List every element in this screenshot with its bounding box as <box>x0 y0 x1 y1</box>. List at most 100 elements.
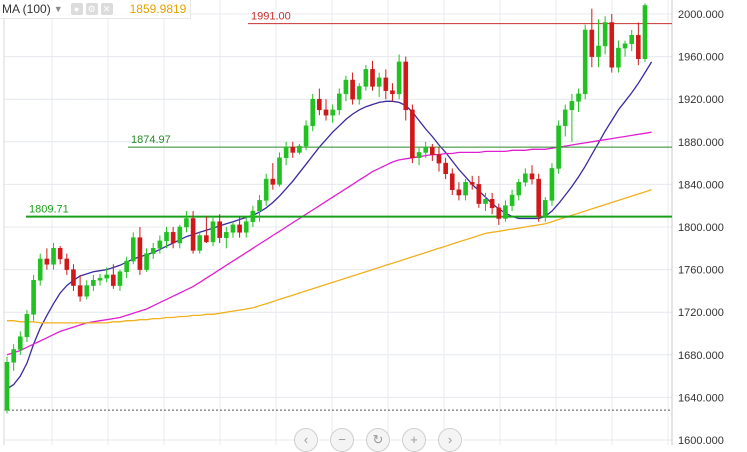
candle-body[interactable] <box>170 232 176 244</box>
eye-icon[interactable]: ● <box>70 3 83 15</box>
candle-body[interactable] <box>217 221 222 238</box>
candle-body[interactable] <box>197 235 203 251</box>
candle-body[interactable] <box>84 285 90 297</box>
candle-body[interactable] <box>17 336 23 350</box>
candle-body[interactable] <box>270 178 276 185</box>
candle-body[interactable] <box>423 146 428 153</box>
candle-body[interactable] <box>430 146 435 155</box>
candle-body[interactable] <box>57 248 63 260</box>
candle-body[interactable] <box>403 61 409 111</box>
reset-button[interactable]: ↻ <box>366 428 390 452</box>
candle-body[interactable] <box>71 269 76 286</box>
candle-body[interactable] <box>356 86 362 100</box>
candle-body[interactable] <box>297 145 302 153</box>
candle-body[interactable] <box>609 22 615 68</box>
candle-body[interactable] <box>383 77 389 91</box>
candle-body[interactable] <box>157 240 163 249</box>
candle-body[interactable] <box>104 274 109 279</box>
candle-body[interactable] <box>277 157 282 185</box>
candle-body[interactable] <box>317 98 322 111</box>
candle-body[interactable] <box>523 173 528 183</box>
candle-body[interactable] <box>111 274 116 286</box>
candle-body[interactable] <box>290 146 296 153</box>
candle-body[interactable] <box>390 90 395 95</box>
candle-body[interactable] <box>336 93 342 111</box>
candle-body[interactable] <box>263 178 269 201</box>
candle-body[interactable] <box>283 146 289 159</box>
candle-body[interactable] <box>370 69 375 87</box>
candle-body[interactable] <box>449 173 455 190</box>
candle-body[interactable] <box>536 178 541 217</box>
candle-body[interactable] <box>629 35 635 45</box>
candle-body[interactable] <box>410 109 415 159</box>
candle-body[interactable] <box>443 162 448 175</box>
candle-body[interactable] <box>483 199 488 204</box>
candle-body[interactable] <box>463 182 468 196</box>
candle-body[interactable] <box>230 224 236 233</box>
candle-body[interactable] <box>516 182 522 196</box>
zoom-out-button[interactable]: − <box>330 428 354 452</box>
scroll-right-button[interactable]: › <box>438 428 462 452</box>
candle-body[interactable] <box>509 194 515 206</box>
candle-body[interactable] <box>150 248 156 254</box>
candle-body[interactable] <box>177 226 183 244</box>
candle-body[interactable] <box>31 280 36 315</box>
candle-body[interactable] <box>257 200 262 212</box>
candle-body[interactable] <box>363 69 369 87</box>
candle-body[interactable] <box>330 109 335 116</box>
candle-body[interactable] <box>529 173 535 180</box>
candle-body[interactable] <box>582 29 588 95</box>
candle-body[interactable] <box>204 235 209 243</box>
candle-body[interactable] <box>164 232 169 242</box>
candle-body[interactable] <box>576 93 581 102</box>
candle-body[interactable] <box>210 221 216 243</box>
candle-body[interactable] <box>51 248 56 265</box>
candle-body[interactable] <box>124 260 129 272</box>
candle-body[interactable] <box>589 29 595 57</box>
zoom-in-button[interactable]: + <box>402 428 426 452</box>
candle-body[interactable] <box>496 207 502 219</box>
candle-body[interactable] <box>556 125 561 169</box>
candle-body[interactable] <box>64 258 70 270</box>
candle-body[interactable] <box>4 362 10 411</box>
candle-body[interactable] <box>416 152 422 159</box>
candle-body[interactable] <box>303 125 309 147</box>
candle-body[interactable] <box>77 285 83 297</box>
candle-body[interactable] <box>144 253 149 270</box>
candle-body[interactable] <box>622 43 628 49</box>
candle-body[interactable] <box>250 210 256 222</box>
candle-body[interactable] <box>549 168 555 201</box>
candle-body[interactable] <box>343 79 349 95</box>
candle-body[interactable] <box>97 277 103 281</box>
candle-body[interactable] <box>456 189 462 196</box>
candle-body[interactable] <box>602 22 608 47</box>
candle-body[interactable] <box>44 258 50 265</box>
candle-body[interactable] <box>137 237 143 270</box>
candle-body[interactable] <box>543 200 548 217</box>
candle-body[interactable] <box>596 45 601 57</box>
candle-body[interactable] <box>562 109 568 127</box>
candle-body[interactable] <box>237 224 242 233</box>
candle-body[interactable] <box>130 237 136 262</box>
candle-body[interactable] <box>117 271 123 286</box>
candle-body[interactable] <box>323 109 329 116</box>
candle-body[interactable] <box>616 47 621 68</box>
candle-body[interactable] <box>476 184 482 204</box>
candle-body[interactable] <box>224 232 229 238</box>
settings-icon[interactable]: ⚙ <box>85 3 98 15</box>
candle-body[interactable] <box>636 35 641 59</box>
candle-body[interactable] <box>243 221 249 233</box>
candle-body[interactable] <box>469 182 475 185</box>
candle-body[interactable] <box>350 79 355 100</box>
candle-body[interactable] <box>190 218 196 251</box>
candle-body[interactable] <box>569 101 575 111</box>
chevron-down-icon[interactable]: ▼ <box>53 4 63 14</box>
scroll-left-button[interactable]: ‹ <box>294 428 318 452</box>
candle-body[interactable] <box>376 77 382 87</box>
candle-body[interactable] <box>642 5 648 59</box>
candle-body[interactable] <box>310 98 316 127</box>
candle-body[interactable] <box>503 205 508 219</box>
candle-body[interactable] <box>91 280 96 286</box>
candle-body[interactable] <box>436 154 442 164</box>
